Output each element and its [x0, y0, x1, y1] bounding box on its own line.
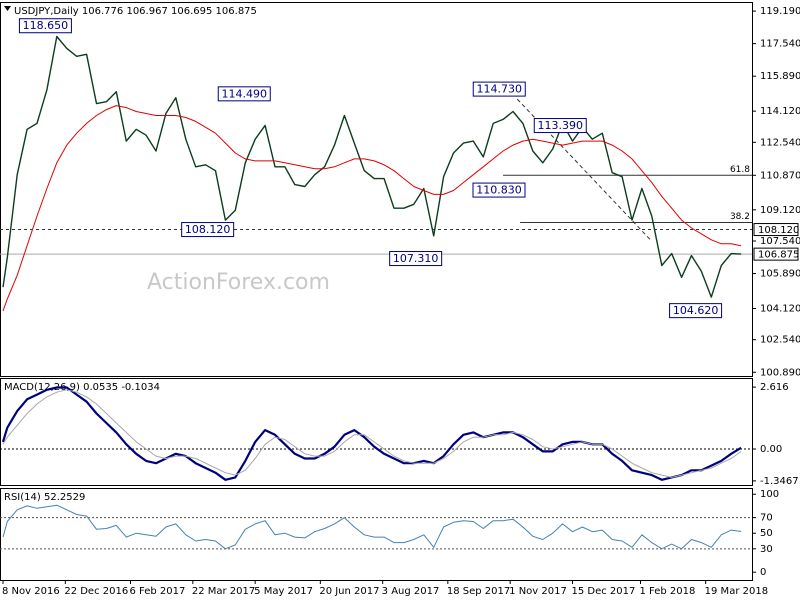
macd-title: MACD(12,26,9) 0.0535 -0.1034 [4, 382, 160, 393]
rsi-name: RSI(14) [4, 492, 41, 503]
y-tick-label: 100 [760, 489, 779, 500]
y-tick-label: -1.3467 [760, 476, 799, 487]
y-tick-label: 2.616 [760, 382, 789, 393]
x-tick-label: 19 Mar 2018 [705, 586, 768, 597]
annotation: 110.830 [472, 182, 526, 198]
x-tick-label: 3 Aug 2017 [382, 586, 440, 597]
annotation-box [472, 182, 526, 198]
series-line [2, 105, 742, 312]
x-tick-label: 6 Feb 2017 [130, 586, 186, 597]
annotation: 113.390 [533, 118, 587, 134]
y-tick-label: 117.540 [760, 39, 800, 50]
annotation: 108.120 [181, 222, 235, 238]
annotation-box [472, 81, 526, 97]
price-tag-label: 106.875 [758, 250, 799, 261]
watermark: ActionForex.com [147, 270, 330, 295]
x-tick-label: 1 Feb 2018 [640, 586, 696, 597]
annotation: 104.620 [669, 303, 723, 319]
y-tick-label: 115.890 [760, 71, 800, 82]
annotation-box [389, 251, 443, 267]
rsi-value: 52.2529 [44, 492, 85, 503]
x-tick-label: 5 May 2017 [254, 586, 313, 597]
y-tick-label: 109.120 [760, 205, 800, 216]
y-tick-label: 119.190 [760, 6, 800, 17]
x-tick-label: 20 Jun 2017 [319, 586, 379, 597]
annotation-box [18, 18, 72, 34]
annotation-label: 104.620 [673, 304, 719, 317]
x-tick-label: 8 Nov 2016 [2, 586, 60, 597]
annotation: 107.310 [389, 251, 443, 267]
annotation-label: 113.390 [538, 119, 584, 132]
price-tag [753, 247, 799, 261]
y-tick-label: 0 [760, 567, 766, 578]
x-tick-label: 22 Mar 2017 [192, 586, 255, 597]
macd-signal: -0.1034 [121, 382, 160, 393]
x-tick-label: 22 Dec 2016 [64, 586, 128, 597]
menu-arrow [4, 6, 11, 11]
annotation-label: 107.310 [393, 252, 439, 265]
macd-name: MACD(12,26,9) [4, 382, 80, 393]
annotation-label: 118.650 [23, 19, 69, 32]
y-tick-label: 104.120 [760, 304, 800, 315]
series-line [2, 504, 742, 550]
macd-main: 0.0535 [83, 382, 118, 393]
annotation: 114.730 [472, 81, 526, 97]
y-tick-label: 110.870 [760, 170, 800, 181]
panel-frame [0, 2, 753, 377]
panel-frame [0, 488, 753, 581]
y-tick-label: 102.540 [760, 335, 800, 346]
annotation-label: 110.830 [476, 184, 522, 197]
y-tick-label: 50 [760, 528, 773, 539]
fib-label: 61.8 [730, 165, 750, 175]
series-line [2, 35, 742, 298]
y-tick-label: 100.890 [760, 367, 800, 378]
y-tick-label: 112.540 [760, 137, 800, 148]
y-tick-label: 70 [760, 513, 773, 524]
y-tick-label: 105.890 [760, 269, 800, 280]
fib-label: 38.2 [730, 212, 750, 222]
annotation: 118.650 [18, 18, 72, 34]
y-tick-label: 30 [760, 544, 773, 555]
high: 106.967 [126, 6, 167, 17]
symbol: USDJPY,Daily [14, 6, 79, 17]
panel-frame [0, 378, 753, 486]
series-line [2, 389, 742, 478]
price-tag [753, 223, 799, 237]
x-tick-label: 15 Dec 2017 [572, 586, 636, 597]
x-tick-label: 1 Nov 2017 [509, 586, 567, 597]
annotation-label: 114.490 [222, 87, 268, 100]
rsi-title: RSI(14) 52.2529 [4, 492, 85, 503]
low: 106.695 [171, 6, 212, 17]
price-tag-label: 108.120 [758, 225, 799, 236]
x-tick-label: 18 Sep 2017 [447, 586, 510, 597]
annotation-box [533, 118, 587, 134]
y-tick-label: 114.120 [760, 106, 800, 117]
annotation-label: 114.730 [477, 83, 523, 96]
y-tick-label: 107.540 [760, 236, 800, 247]
y-tick-label: 0.00 [760, 444, 782, 455]
annotation-box [181, 222, 235, 238]
annotation-box [669, 303, 723, 319]
close: 106.875 [216, 6, 257, 17]
annotation-box [217, 86, 271, 102]
chart-title: USDJPY,Daily 106.776 106.967 106.695 106… [14, 6, 257, 17]
trend-line [516, 98, 651, 241]
annotation-label: 108.120 [185, 223, 231, 236]
annotation: 114.490 [217, 86, 271, 102]
open: 106.776 [82, 6, 123, 17]
series-line [1, 386, 742, 481]
